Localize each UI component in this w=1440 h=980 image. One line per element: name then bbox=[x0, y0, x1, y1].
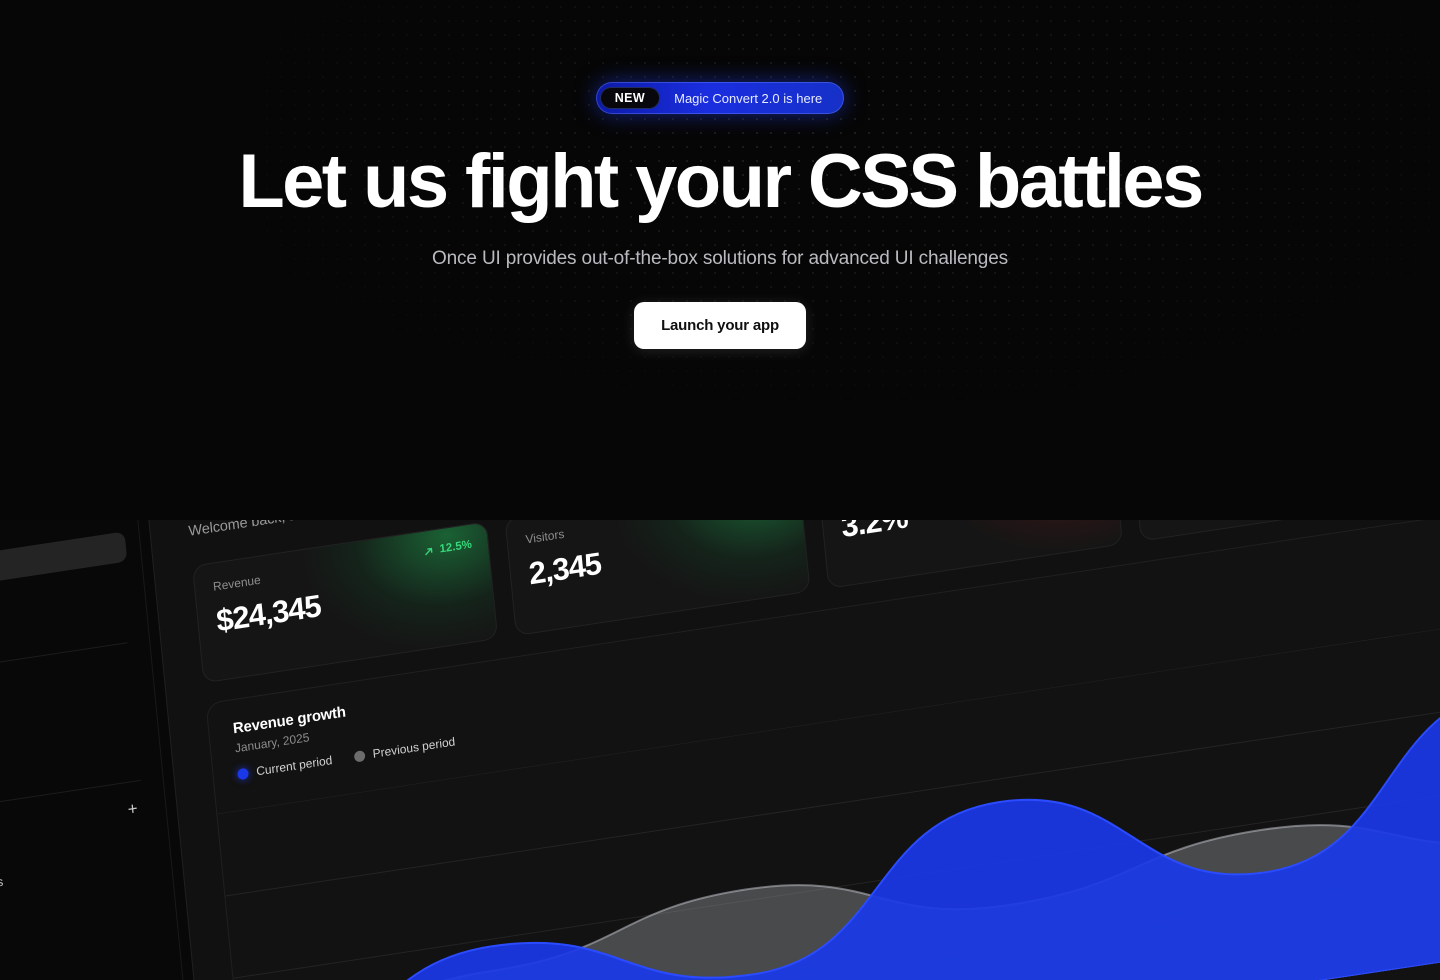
legend-item-current[interactable]: Current period bbox=[236, 752, 333, 781]
legend-swatch-current bbox=[236, 767, 249, 780]
stat-card-revenue[interactable]: 12.5% Revenue $24,345 bbox=[191, 521, 499, 684]
arrow-up-right-icon bbox=[425, 547, 433, 555]
announcement-badge[interactable]: NEW Magic Convert 2.0 is here bbox=[595, 82, 845, 114]
legend-item-previous[interactable]: Previous period bbox=[353, 734, 456, 763]
legend-label-current: Current period bbox=[255, 752, 333, 779]
add-project-button[interactable]: + bbox=[126, 798, 139, 819]
sidebar-item-my-projects-label: My projects bbox=[0, 874, 4, 898]
revenue-delta: 12.5% bbox=[423, 539, 472, 558]
hero-section: NEW Magic Convert 2.0 is here Let us fig… bbox=[238, 0, 1440, 500]
hero-subheadline: Once UI provides out-of-the-box solution… bbox=[432, 248, 1008, 269]
legend-label-previous: Previous period bbox=[372, 734, 456, 761]
main-panel: Dashboard Welcome back, Lorant! Here's w… bbox=[140, 196, 1440, 980]
badge-tag: NEW bbox=[599, 86, 661, 110]
revenue-growth-chart: Revenue growth January, 2025 Current per… bbox=[205, 469, 1440, 980]
chart-plot-area bbox=[217, 580, 1440, 980]
launch-app-button[interactable]: Launch your app bbox=[634, 302, 806, 349]
badge-text: Magic Convert 2.0 is here bbox=[674, 90, 823, 106]
legend-swatch-previous bbox=[353, 749, 366, 763]
hero-headline: Let us fight your CSS battles bbox=[238, 139, 1204, 224]
